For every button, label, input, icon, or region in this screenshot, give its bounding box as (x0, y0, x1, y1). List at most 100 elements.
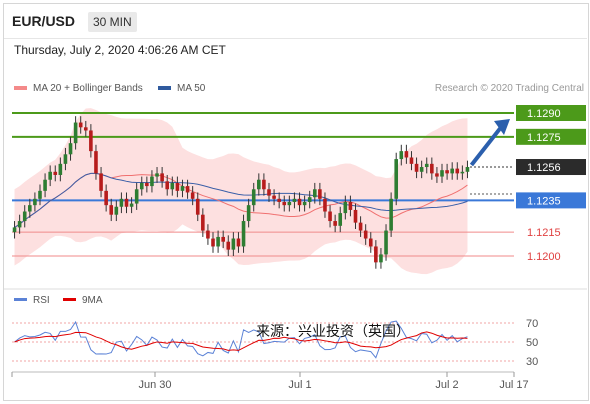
candle-body (374, 246, 378, 263)
timeframe-button[interactable]: 30 MIN (88, 12, 137, 32)
candle-body (460, 171, 465, 174)
candle-body (257, 179, 261, 190)
candle-body (328, 211, 332, 222)
candle-body (307, 197, 312, 202)
candle-body (206, 230, 210, 239)
candle-body (94, 151, 98, 174)
candle-body (262, 179, 266, 190)
candle-body (170, 182, 175, 190)
candle-body (277, 198, 281, 202)
candle-body (348, 201, 353, 210)
candle-body (323, 198, 327, 212)
candle-body (445, 170, 449, 174)
candle-body (318, 189, 322, 199)
level-tag-1_1275 (516, 128, 586, 145)
rsi-tick-50: 50 (526, 337, 538, 349)
candle-body (226, 241, 231, 250)
candle-body (58, 163, 63, 175)
watermark-text: 来源：兴业投资（英国） (256, 323, 410, 340)
candle-body (78, 122, 83, 128)
candle-body (404, 151, 409, 158)
candle-body (211, 238, 215, 247)
candle-body (267, 189, 271, 196)
candle-body (17, 221, 22, 228)
x-tick-label: Jul 1 (288, 379, 311, 391)
chart-header: EUR/USD 30 MIN (4, 4, 587, 39)
candle-body (338, 213, 343, 226)
candle-body (384, 230, 388, 255)
candle-body (190, 192, 195, 199)
candle-body (272, 195, 276, 199)
candle-body (302, 201, 307, 206)
level-tag-1_1290 (516, 105, 586, 121)
candle-body (216, 236, 220, 247)
rsi-label: RSI (33, 295, 50, 306)
candle-body (246, 205, 251, 222)
candle-body (185, 186, 190, 193)
projection-arrow-shaft (469, 124, 504, 167)
candle-body (368, 238, 373, 247)
rsi-tick-30: 30 (526, 356, 538, 368)
candle-body (12, 227, 17, 233)
candle-body (22, 211, 27, 222)
candle-body (180, 186, 185, 191)
candle-body (430, 163, 434, 174)
candle-body (389, 198, 393, 231)
ma20-label: MA 20 + Bollinger Bands (33, 83, 143, 94)
candle-body (394, 159, 399, 199)
symbol-title: EUR/USD (12, 13, 76, 29)
candle-body (455, 168, 460, 174)
candle-body (379, 254, 383, 263)
ma50-swatch (158, 86, 171, 91)
candle-body (195, 198, 200, 215)
candle-body (119, 198, 124, 207)
candle-body (251, 189, 256, 206)
level-label-1_1290: 1.1290 (527, 108, 561, 120)
candle-body (129, 203, 134, 207)
candle-body (292, 198, 297, 202)
candle-body (282, 201, 287, 206)
candle-body (236, 238, 241, 247)
candle-body (33, 198, 37, 206)
level-label-1_1235: 1.1235 (527, 195, 561, 207)
candle-body (312, 189, 317, 198)
rsi-swatch (14, 298, 27, 301)
last-price-tag (516, 159, 586, 176)
candle-body (201, 214, 205, 231)
candle-body (465, 167, 470, 172)
legend-ma50: MA 50 (158, 83, 205, 94)
candle-body (175, 182, 180, 191)
candle-body (73, 122, 78, 144)
candle-body (104, 190, 108, 206)
x-tick-label: Jun 30 (138, 379, 171, 391)
ma9-swatch (63, 298, 76, 301)
candle-body (231, 238, 236, 250)
candle-body (241, 221, 246, 247)
candle-body (83, 127, 88, 131)
candle-body (89, 130, 93, 152)
level-tag-1_1235 (516, 192, 586, 209)
candle-body (114, 206, 119, 215)
candle-body (221, 236, 225, 242)
candle-body (165, 181, 170, 190)
candle-body (63, 154, 68, 164)
candle-body (363, 230, 368, 239)
candle-body (68, 143, 73, 155)
candle-body (43, 179, 47, 191)
rsi-tick-70: 70 (526, 318, 538, 330)
candle-body (150, 176, 154, 187)
candle-body (109, 205, 114, 215)
x-tick-label: Jul 17 (499, 379, 528, 391)
research-credit: Research © 2020 Trading Central (434, 83, 584, 94)
ma9-label: 9MA (82, 295, 103, 306)
candle-body (160, 173, 164, 182)
candle-body (38, 190, 42, 199)
projection-arrow-head (494, 119, 510, 135)
candle-body (155, 173, 159, 177)
candle-body (297, 198, 302, 206)
candle-body (414, 163, 419, 172)
rsi-line (14, 320, 468, 359)
candle-body (424, 163, 429, 168)
candle-body (358, 222, 363, 231)
